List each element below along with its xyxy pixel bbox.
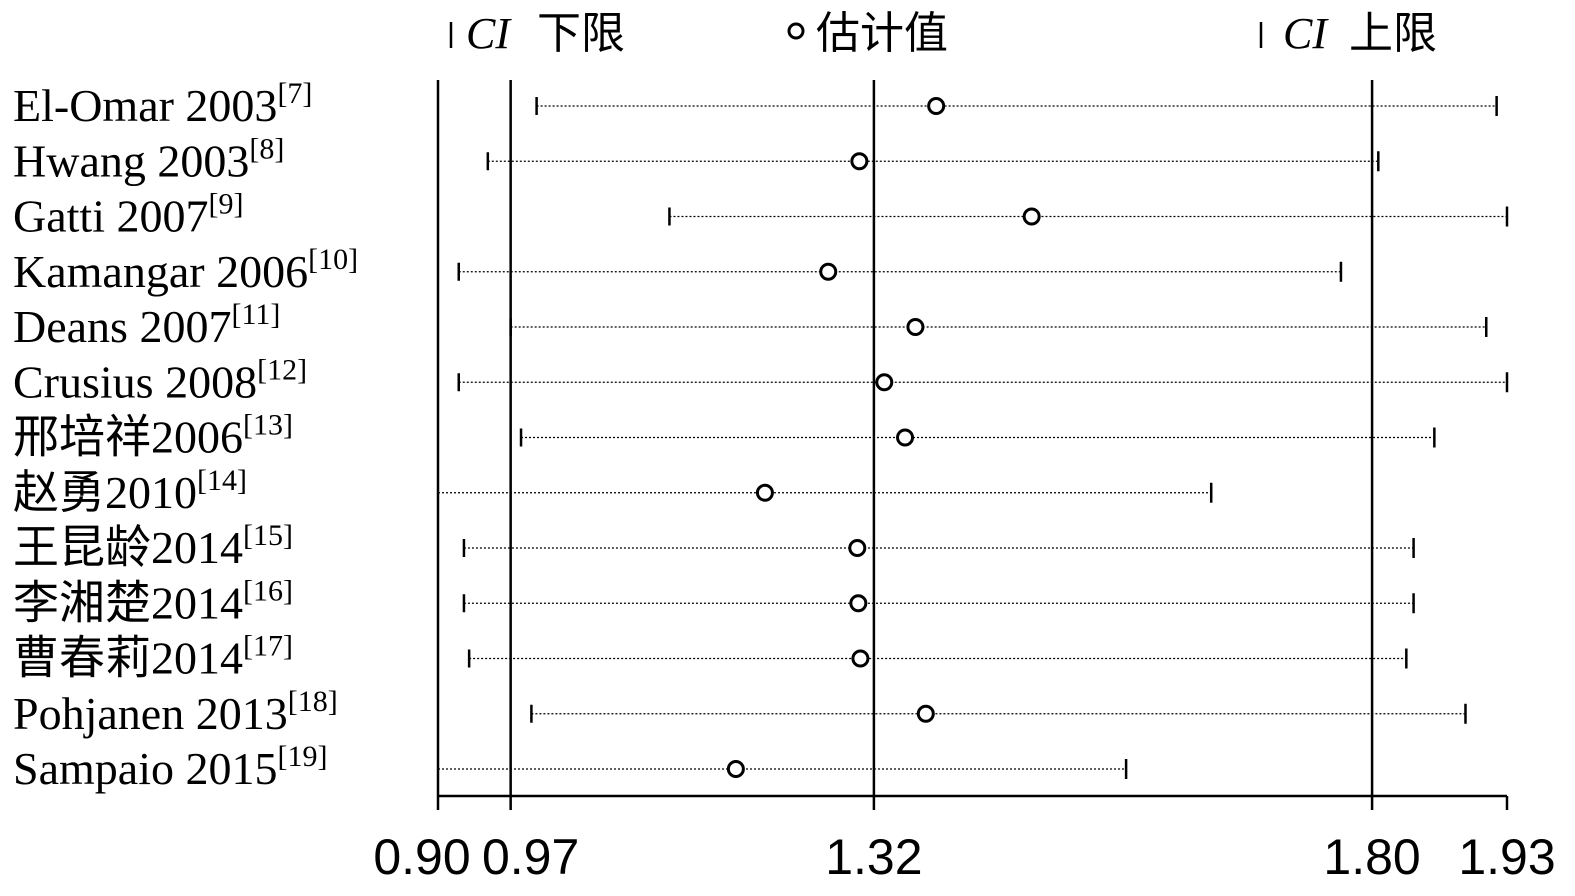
- estimate-point-6: [896, 428, 915, 447]
- estimate-point-12: [726, 760, 745, 778]
- study-reference: [18]: [288, 685, 338, 718]
- study-label-7: 赵勇2010[14]: [13, 464, 247, 518]
- study-label-3: Kamangar 2006[10]: [13, 243, 358, 297]
- estimate-point-5: [875, 373, 894, 392]
- study-label-9: 李湘楚2014[16]: [13, 574, 293, 628]
- plot-area: [436, 80, 1509, 796]
- study-name: Gatti 2007: [13, 191, 208, 242]
- legend: CI 下限 估计值 CI 上限: [449, 9, 1437, 58]
- estimate-point-1: [850, 152, 869, 171]
- legend-upper-label: 上限: [1349, 9, 1437, 58]
- study-reference: [17]: [243, 630, 293, 663]
- study-name: 李湘楚2014: [13, 577, 243, 628]
- study-label-11: Pohjanen 2013[18]: [13, 685, 338, 739]
- study-reference: [9]: [208, 188, 243, 221]
- estimate-point-10: [851, 649, 870, 668]
- study-name: El-Omar 2003: [13, 80, 277, 131]
- estimate-point-9: [849, 594, 868, 613]
- study-labels: El-Omar 2003[7]Hwang 2003[8]Gatti 2007[9…: [13, 77, 358, 794]
- study-reference: [16]: [243, 574, 293, 607]
- study-name: Kamangar 2006: [13, 246, 308, 297]
- x-tick-label-1: 0.97: [482, 829, 579, 885]
- legend-lower-label: 下限: [537, 9, 625, 58]
- study-reference: [10]: [308, 243, 358, 276]
- study-label-10: 曹春莉2014[17]: [13, 630, 293, 684]
- estimate-point-7: [755, 483, 774, 502]
- study-name: 曹春莉2014: [13, 633, 243, 684]
- study-name: Crusius 2008: [13, 356, 257, 407]
- study-label-8: 王昆龄2014[15]: [13, 519, 293, 573]
- study-label-4: Deans 2007[11]: [13, 298, 280, 352]
- study-name: Deans 2007: [13, 301, 231, 352]
- estimate-point-2: [1022, 207, 1041, 226]
- study-label-0: El-Omar 2003[7]: [13, 77, 312, 131]
- estimate-point-3: [819, 262, 838, 281]
- study-name: Sampaio 2015: [13, 743, 277, 794]
- study-reference: [14]: [197, 464, 247, 497]
- legend-upper-prefix: CI: [1283, 9, 1329, 58]
- estimate-point-4: [906, 318, 925, 336]
- estimate-point-8: [848, 539, 867, 557]
- study-label-1: Hwang 2003[8]: [13, 132, 284, 186]
- study-label-6: 邢培祥2006[13]: [13, 409, 293, 463]
- legend-estimate-label: 估计值: [816, 9, 948, 58]
- study-reference: [8]: [249, 132, 284, 165]
- study-label-5: Crusius 2008[12]: [13, 353, 307, 407]
- study-name: 赵勇2010: [13, 467, 197, 518]
- study-reference: [11]: [231, 298, 280, 331]
- estimate-point-11: [916, 704, 935, 723]
- study-reference: [7]: [277, 77, 312, 110]
- study-name: 王昆龄2014: [13, 522, 243, 573]
- x-tick-label-2: 1.32: [825, 829, 922, 885]
- study-reference: [19]: [277, 740, 327, 773]
- x-tick-label-0: 0.90: [373, 829, 470, 885]
- estimate-point-0: [927, 97, 946, 115]
- study-reference: [12]: [257, 353, 307, 386]
- study-name: Pohjanen 2013: [13, 688, 288, 739]
- study-name: Hwang 2003: [13, 135, 249, 186]
- study-label-2: Gatti 2007[9]: [13, 188, 243, 242]
- legend-lower-prefix: CI: [466, 9, 512, 58]
- study-reference: [15]: [243, 519, 293, 552]
- x-tick-label-4: 1.93: [1458, 829, 1555, 885]
- study-label-12: Sampaio 2015[19]: [13, 740, 327, 794]
- legend-estimate-marker: [787, 22, 805, 40]
- x-tick-label-3: 1.80: [1323, 829, 1420, 885]
- x-axis: 0.90 0.97 1.32 1.80 1.93: [373, 794, 1556, 885]
- study-reference: [13]: [243, 409, 293, 442]
- study-name: 邢培祥2006: [13, 412, 243, 463]
